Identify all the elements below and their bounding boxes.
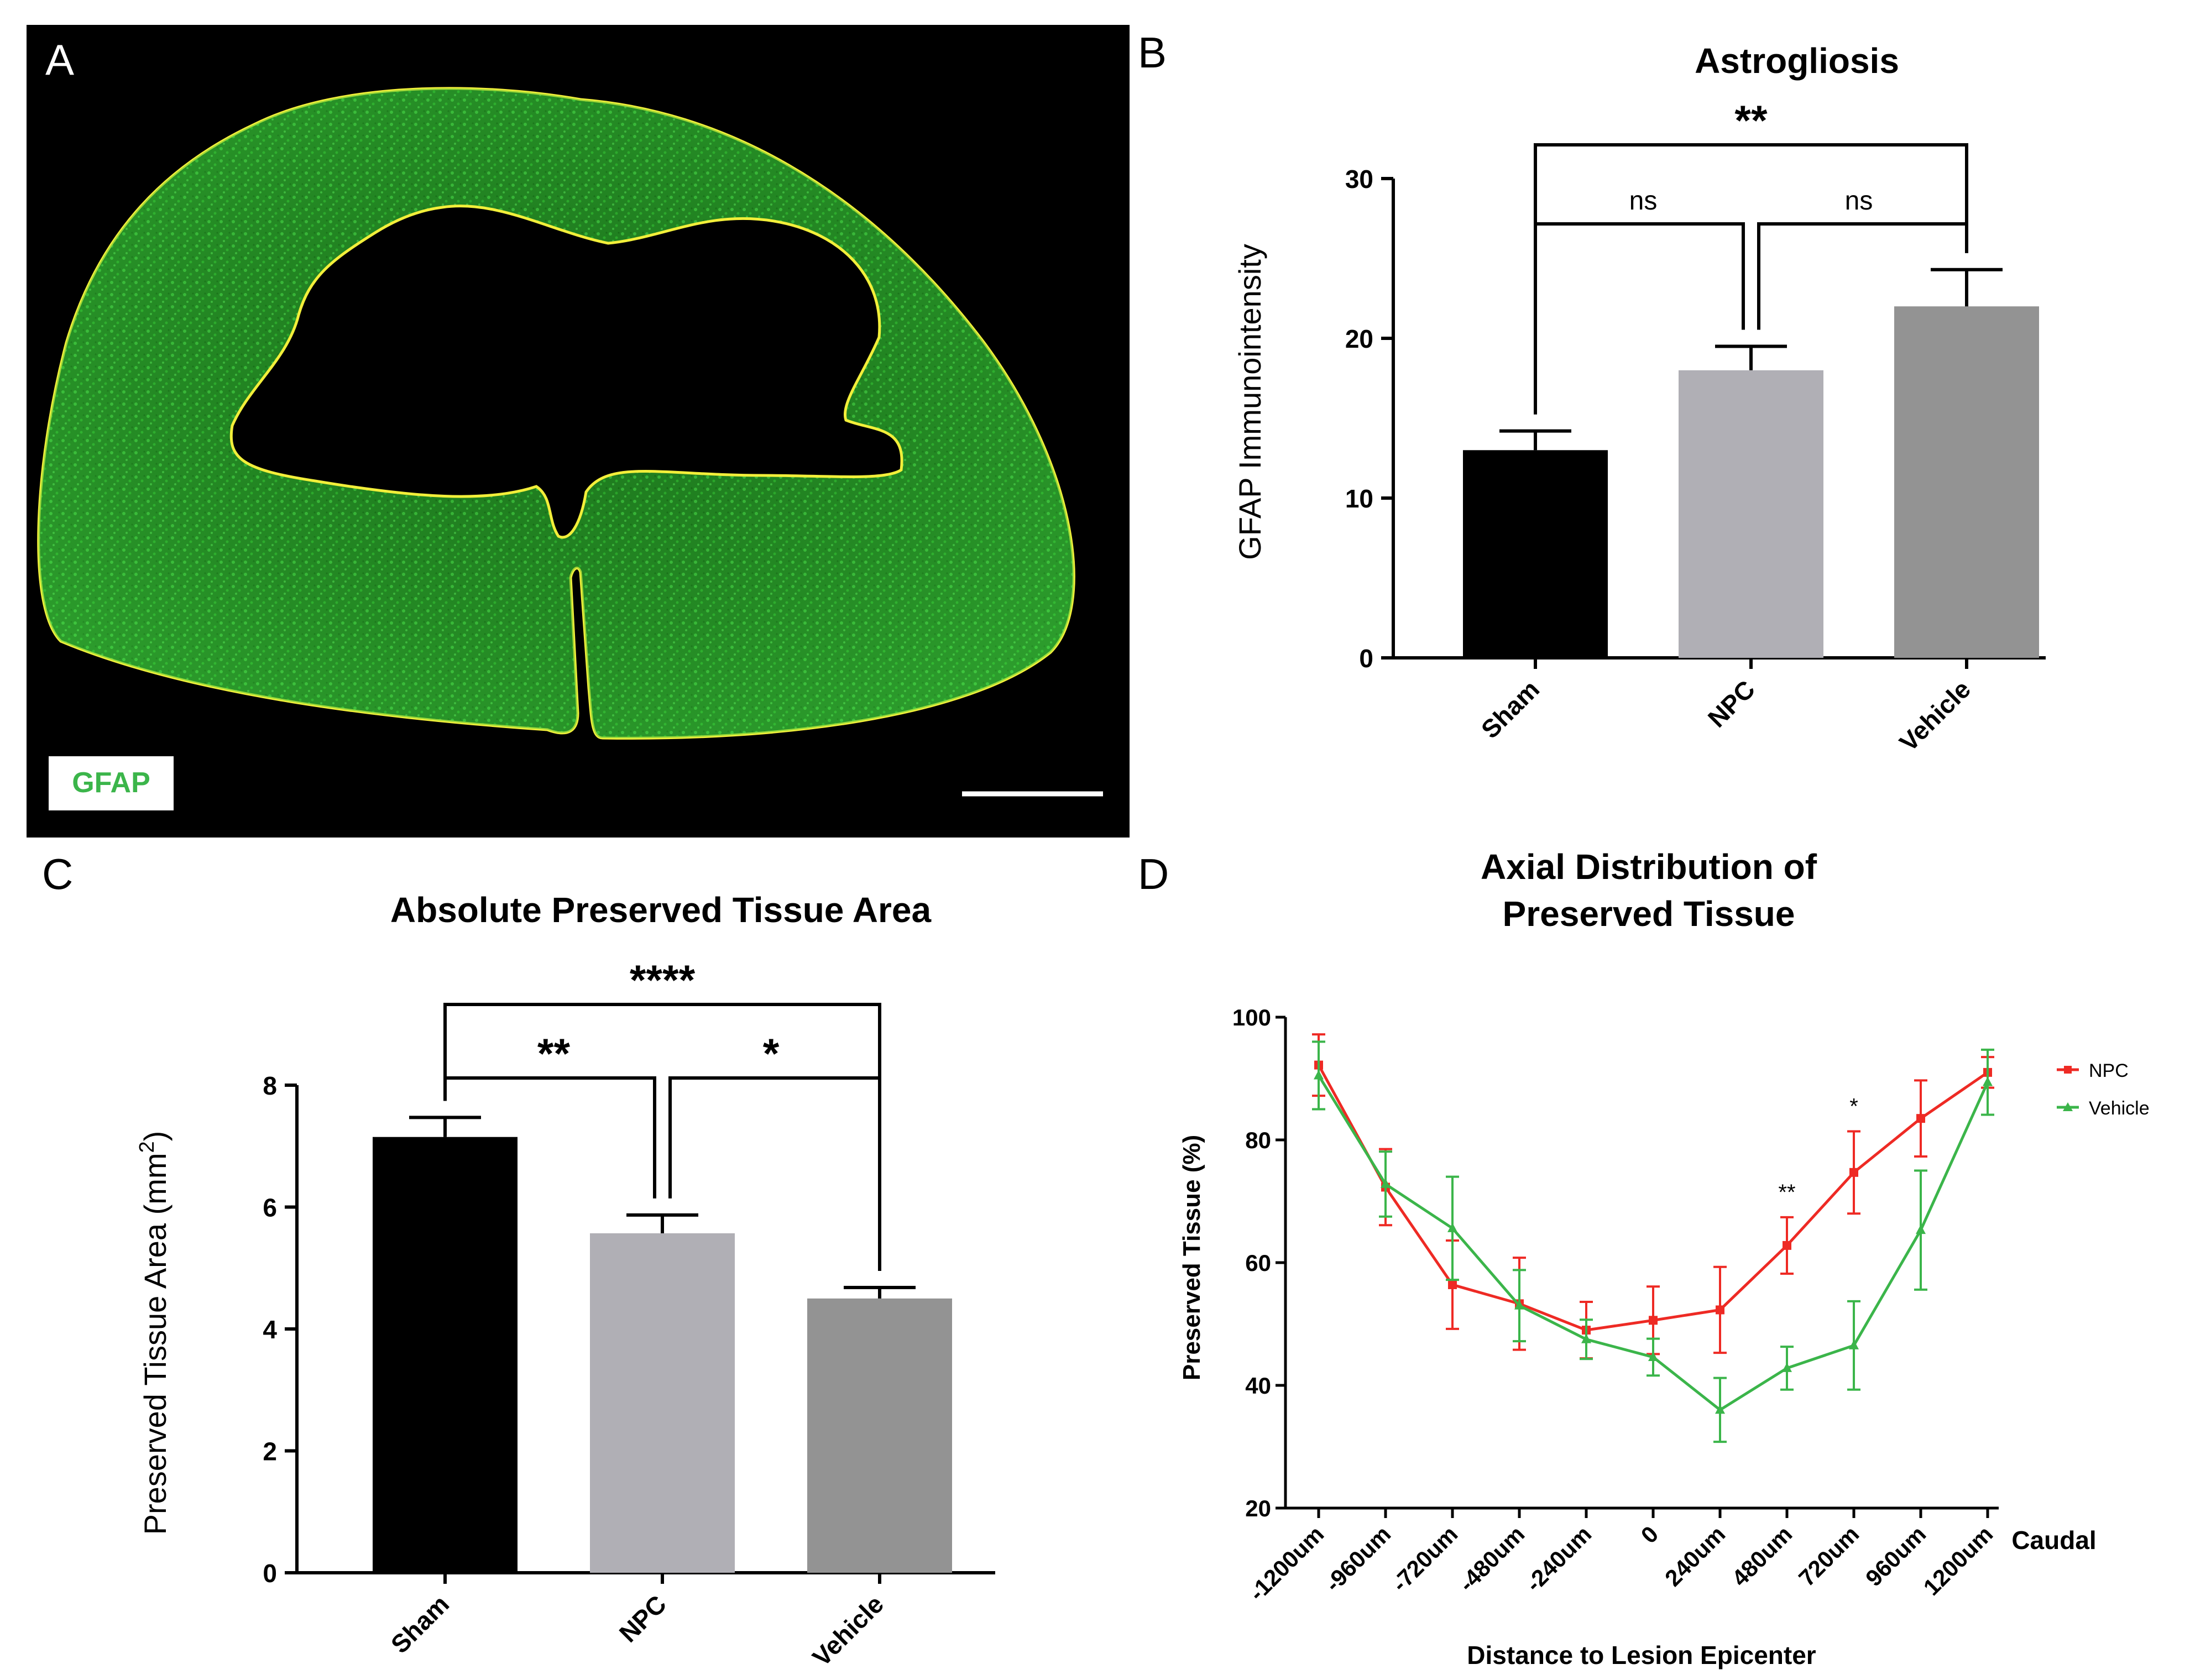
y-tick-label: 80 <box>1245 1127 1271 1153</box>
bar-sham <box>1463 450 1608 658</box>
data-point-vehicle <box>1715 1404 1725 1414</box>
y-axis-label-close: ) <box>138 1131 173 1142</box>
bar-sham <box>373 1137 518 1573</box>
data-point-npc <box>1649 1316 1658 1325</box>
x-tick-label: -960um <box>1320 1521 1395 1597</box>
panel-letter-b: B <box>1138 28 1167 77</box>
panel-a: GFAP <box>27 25 1130 838</box>
y-tick-label: 40 <box>1245 1373 1271 1399</box>
bar-npc <box>1679 370 1823 658</box>
x-axis-label: Distance to Lesion Epicenter <box>1467 1641 1816 1669</box>
legend-npc-marker <box>2064 1066 2072 1074</box>
y-tick-label: 2 <box>263 1437 277 1466</box>
x-tick-label: 720um <box>1794 1521 1864 1591</box>
y-axis-label: Preserved Tissue (%) <box>1178 1135 1205 1380</box>
data-point-vehicle <box>1381 1178 1391 1188</box>
y-axis-label-main: Preserved Tissue Area (mm <box>138 1153 173 1535</box>
legend-vehicle-marker <box>2063 1102 2073 1111</box>
x-tick-label: NPC <box>614 1589 672 1647</box>
x-tick-label: 480um <box>1727 1521 1797 1591</box>
data-point-vehicle <box>1514 1300 1524 1310</box>
y-tick-label: 10 <box>1345 484 1373 513</box>
x-tick-label: -1200um <box>1244 1521 1329 1606</box>
y-axis-label-superscript: 2 <box>135 1141 159 1153</box>
chart-axial-distribution: Axial Distribution of Preserved Tissue P… <box>1178 847 2150 1669</box>
significance-label: ** <box>1734 97 1768 144</box>
data-point-npc <box>1716 1305 1724 1315</box>
chart-title: Absolute Preserved Tissue Area <box>390 890 932 930</box>
chart-preserved-area: Absolute Preserved Tissue Area Preserved… <box>135 890 995 1672</box>
y-axis-label: Preserved Tissue Area (mm2) <box>135 1131 173 1535</box>
data-point-vehicle <box>1581 1333 1591 1343</box>
data-point-vehicle <box>1916 1224 1926 1234</box>
data-point-npc <box>1849 1168 1858 1177</box>
data-point-vehicle <box>1314 1070 1324 1080</box>
significance-label: **** <box>630 957 696 1004</box>
data-point-npc <box>1448 1280 1457 1289</box>
x-tick-label: -720um <box>1387 1521 1462 1597</box>
lesion-cavity <box>229 205 903 539</box>
y-tick-label: 60 <box>1245 1250 1271 1276</box>
y-tick-label: 8 <box>263 1071 277 1100</box>
legend-vehicle-label: Vehicle <box>2089 1098 2150 1119</box>
legend-npc-label: NPC <box>2089 1060 2129 1081</box>
chart-title-line-1: Axial Distribution of <box>1481 847 1817 887</box>
y-tick-label: 100 <box>1232 1004 1271 1030</box>
gfap-label: GFAP <box>72 767 150 799</box>
data-point-vehicle <box>1849 1339 1859 1349</box>
chart-title: Astrogliosis <box>1695 41 1899 81</box>
y-axis-label: GFAP Immunointensity <box>1232 244 1267 560</box>
panel-letter-d: D <box>1138 850 1169 898</box>
x-tick-label: -240um <box>1520 1521 1596 1597</box>
x-tick-label: 0 <box>1636 1521 1664 1548</box>
chart-title-line-2: Preserved Tissue <box>1503 894 1795 934</box>
x-tick-label: -480um <box>1454 1521 1529 1597</box>
x-tick-label: Sham <box>385 1589 454 1658</box>
y-tick-label: 30 <box>1345 165 1373 193</box>
y-tick-label: 20 <box>1345 325 1373 353</box>
data-point-vehicle <box>1782 1362 1792 1372</box>
data-point-vehicle <box>1447 1222 1457 1232</box>
x-tick-label: Vehicle <box>807 1589 889 1672</box>
bar-npc <box>590 1233 735 1573</box>
y-tick-label: 0 <box>1359 644 1373 673</box>
data-point-npc <box>1916 1114 1925 1123</box>
data-point-npc <box>1783 1241 1791 1250</box>
significance-bracket <box>443 1003 881 1271</box>
y-tick-label: 6 <box>263 1194 277 1222</box>
caudal-label: Caudal <box>2011 1526 2096 1555</box>
data-point-vehicle <box>1648 1351 1658 1361</box>
significance-annotation: * <box>1849 1094 1858 1118</box>
significance-label: * <box>763 1030 780 1077</box>
gfap-label-box <box>49 756 174 810</box>
x-tick-label: 1200um <box>1919 1521 1998 1600</box>
x-tick-label: Sham <box>1476 674 1545 744</box>
y-tick-label: 20 <box>1245 1495 1271 1521</box>
x-tick-label: Vehicle <box>1894 674 1976 757</box>
significance-label: ns <box>1845 186 1873 216</box>
chart-astrogliosis: Astrogliosis GFAP Immunointensity 0 10 20 3… <box>1232 41 2046 757</box>
x-tick-label: 240um <box>1660 1521 1730 1591</box>
significance-bracket <box>1534 143 1968 415</box>
panel-letter-c: C <box>42 850 73 898</box>
panel-letter-a: A <box>45 35 74 84</box>
data-point-vehicle <box>1983 1076 1993 1086</box>
x-tick-label: NPC <box>1702 674 1760 732</box>
y-tick-label: 4 <box>263 1315 277 1344</box>
significance-label: ns <box>1629 186 1658 216</box>
significance-label: ** <box>537 1030 571 1077</box>
bar-vehicle <box>1894 306 2039 658</box>
significance-annotation: ** <box>1778 1180 1795 1205</box>
bar-vehicle <box>807 1298 952 1573</box>
y-tick-label: 0 <box>263 1559 277 1588</box>
legend: NPC Vehicle <box>2057 1060 2150 1119</box>
